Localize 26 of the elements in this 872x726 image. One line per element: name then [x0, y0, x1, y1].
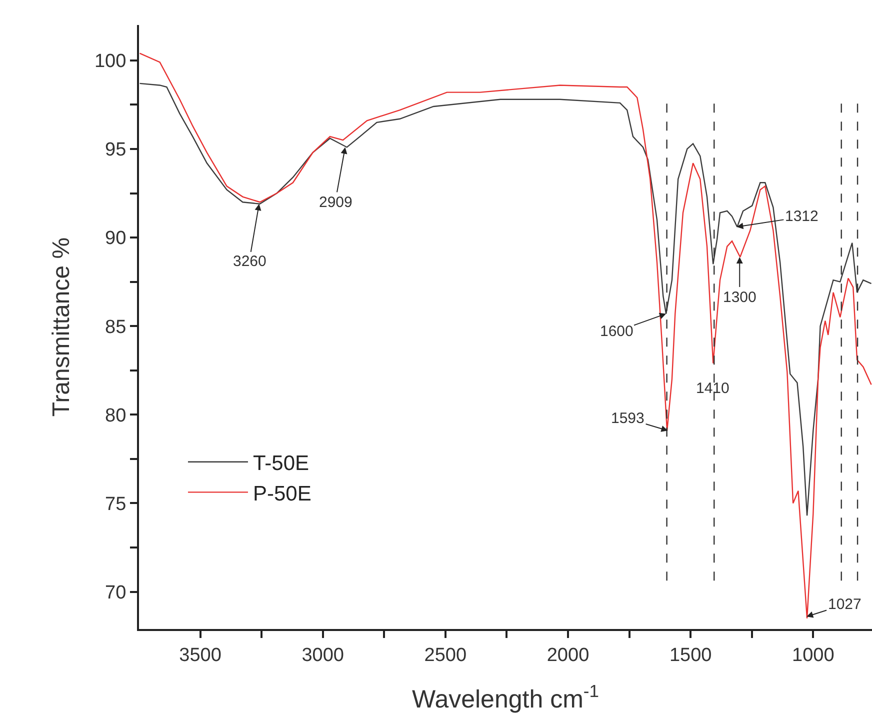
x-axis-title: Wavelength cm$^{-1}$: [412, 680, 599, 714]
x-tick-label: 2500: [424, 644, 467, 666]
annotation: 1600: [600, 323, 634, 340]
annotation: 1410: [696, 380, 730, 397]
x-tick-label: 3000: [302, 644, 344, 666]
y-tick-label: 70: [105, 582, 126, 604]
annotation: 2909: [319, 194, 352, 211]
annotation: 3260: [233, 253, 266, 270]
y-axis-title: Transmittance %: [48, 237, 76, 417]
x-tick-label: 3500: [179, 644, 222, 666]
annotation: 1300: [723, 289, 756, 306]
annotation: 1312: [785, 208, 818, 225]
x-tick-label: 1500: [669, 644, 712, 666]
annotation: 1593: [611, 410, 644, 427]
y-tick-label: 90: [105, 228, 126, 250]
legend-label: P-50E: [252, 482, 312, 506]
y-tick-label: 95: [105, 140, 126, 161]
x-tick-label: 1000: [792, 644, 834, 666]
y-tick-label: 75: [105, 494, 126, 515]
x-tick-label: 2000: [546, 644, 590, 666]
line-series: [139, 52, 872, 619]
legend-label: T-50E: [252, 452, 310, 476]
y-tick-label: 100: [94, 51, 126, 72]
y-tick-label: 80: [105, 405, 126, 426]
y-tick-label: 85: [105, 316, 126, 338]
annotation: 1027: [828, 596, 862, 613]
